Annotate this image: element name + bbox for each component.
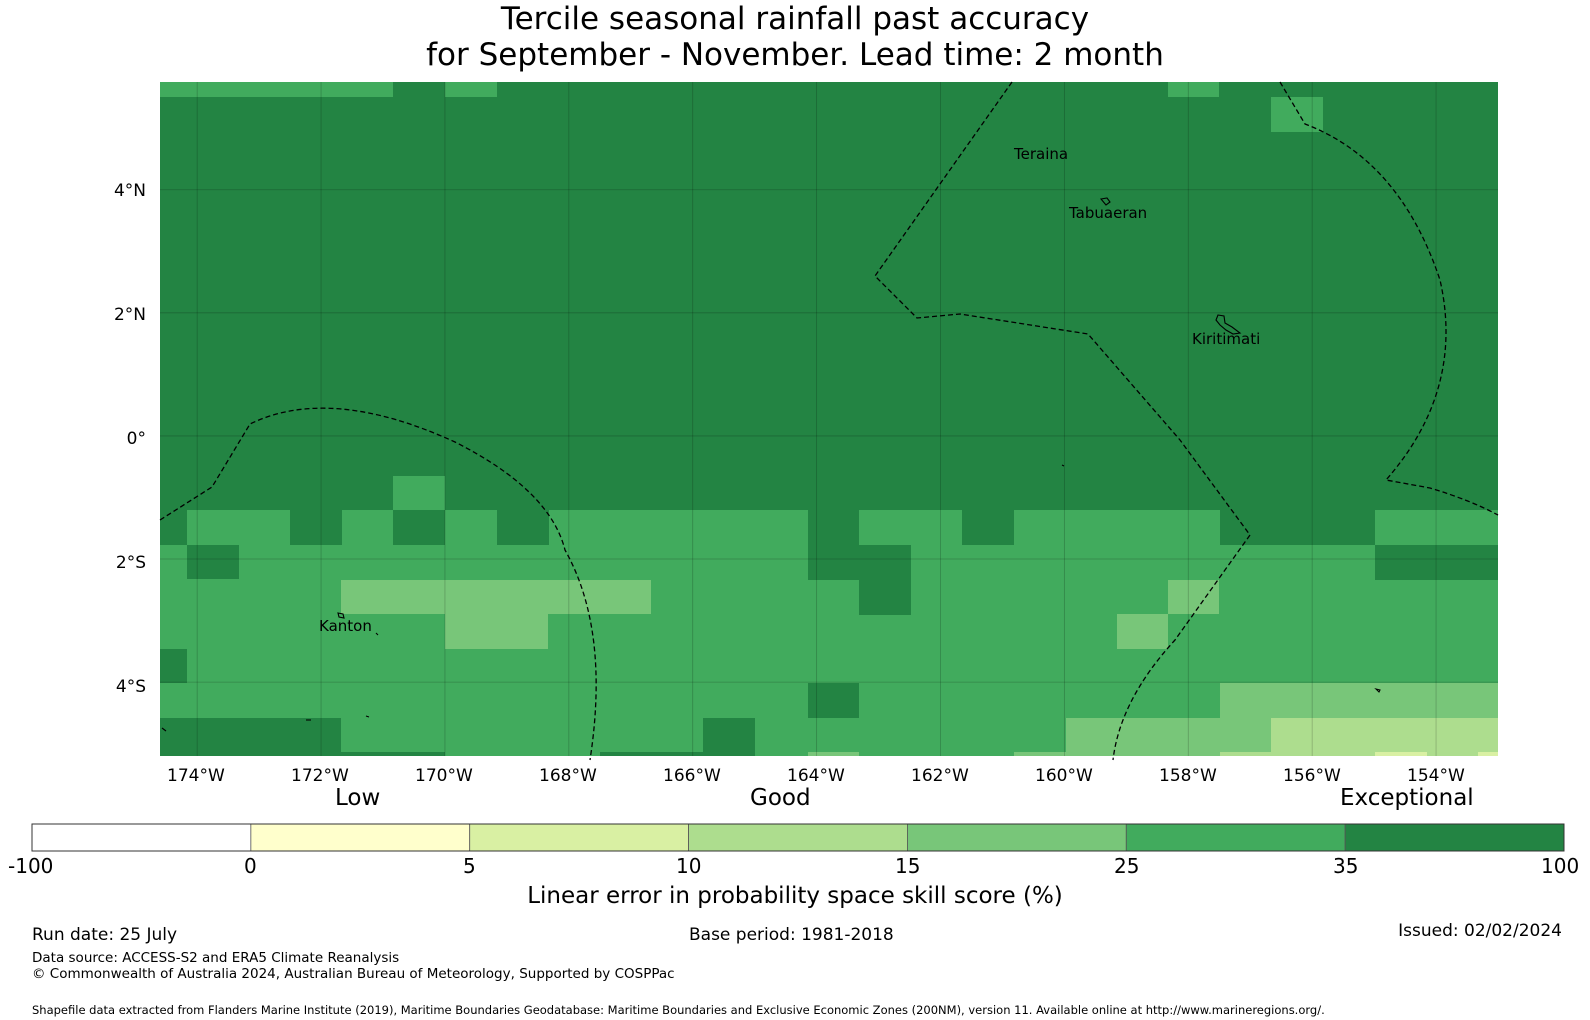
grid-cell-exceptional	[600, 752, 703, 756]
grid-cell-good	[445, 614, 548, 649]
colorbar-tick-25: 25	[1114, 854, 1140, 878]
place-label-teraina: Teraina	[1014, 145, 1069, 163]
grid-cell-exceptional	[859, 545, 911, 615]
copyright-notice: © Commonwealth of Australia 2024, Austra…	[32, 966, 675, 982]
lon-tick-174w: 174°W	[167, 766, 225, 786]
colorbar-tick-100: 100	[1541, 854, 1580, 878]
colorbar-bin	[1344, 823, 1565, 852]
grid-cell-exceptional	[1220, 510, 1375, 545]
lon-tick-158w: 158°W	[1159, 766, 1217, 786]
island-kanton	[337, 612, 345, 619]
graticule-lines	[160, 82, 1498, 756]
colorbar-tick-0: 0	[244, 854, 257, 878]
place-label-tabuaeran: Tabuaeran	[1069, 204, 1148, 222]
lon-tick-156w: 156°W	[1283, 766, 1341, 786]
lat-tick-2n: 2°N	[113, 305, 146, 325]
lat-tick-0: 0°	[126, 429, 146, 449]
grid-cell-exceptional	[290, 510, 342, 545]
island-tabuaeran	[1099, 197, 1111, 206]
lon-tick-160w: 160°W	[1035, 766, 1093, 786]
eez-boundaries	[159, 81, 1499, 761]
colorbar-bin	[688, 823, 908, 852]
eez-boundary-kanton	[159, 407, 597, 761]
data-source: Data source: ACCESS-S2 and ERA5 Climate …	[32, 950, 400, 966]
run-date: Run date: 25 July	[32, 925, 178, 945]
island-kiritimati	[1215, 314, 1242, 335]
grid-cell-exceptional	[393, 510, 445, 545]
shapefile-credit: Shapefile data extracted from Flanders M…	[32, 1003, 1325, 1017]
legend-category-good: Good	[750, 785, 811, 811]
issued-date: Issued: 02/02/2024	[1398, 921, 1562, 941]
colorbar-tick-minus100: -100	[8, 854, 54, 878]
lon-tick-170w: 170°W	[415, 766, 473, 786]
eez-boundary-line-islands-west	[874, 81, 1251, 761]
island-small-4	[1374, 687, 1381, 693]
grid-cell-good	[1168, 580, 1219, 614]
chart-title-line2: for September - November. Lead time: 2 m…	[426, 37, 1164, 73]
island-small-5	[1061, 464, 1065, 467]
grid-cell-good_high	[445, 82, 497, 97]
legend-category-low: Low	[335, 785, 381, 811]
colorbar-frame	[31, 823, 1565, 852]
colorbar-title: Linear error in probability space skill …	[527, 883, 1063, 909]
lon-tick-166w: 166°W	[663, 766, 721, 786]
grid-cell-low	[1478, 752, 1498, 756]
grid-cell-good	[808, 752, 859, 756]
lon-tick-154w: 154°W	[1407, 766, 1465, 786]
colorbar-tick-15: 15	[895, 854, 921, 878]
grid-cell-good_high	[1168, 82, 1219, 97]
grid-cell-exceptional	[808, 510, 859, 580]
grid-cell-exceptional	[808, 683, 859, 718]
grid-cell-good_high	[393, 476, 445, 510]
colorbar-tick-5: 5	[463, 854, 476, 878]
colorbar-bin	[250, 823, 471, 852]
grid-cell-exceptional	[497, 510, 549, 545]
island-small-6	[161, 727, 167, 732]
place-label-kiritimati: Kiritimati	[1192, 330, 1261, 348]
legend-category-exceptional: Exceptional	[1340, 785, 1474, 811]
colorbar-bin	[1125, 823, 1346, 852]
grid-cell-exceptional	[341, 752, 445, 756]
chart-title-line1: Tercile seasonal rainfall past accuracy	[500, 1, 1090, 37]
base-period: Base period: 1981-2018	[689, 925, 894, 945]
colorbar	[31, 823, 1565, 852]
grid-cell-exceptional	[160, 649, 187, 683]
colorbar-bin	[907, 823, 1127, 852]
grid-cell-good_high	[160, 82, 393, 97]
place-label-kanton: Kanton	[319, 617, 372, 635]
colorbar-tick-10: 10	[676, 854, 702, 878]
grid-cell-low_high	[1271, 718, 1498, 756]
lon-tick-162w: 162°W	[911, 766, 969, 786]
grid-cell-good_high	[1271, 97, 1323, 132]
island-outlines	[161, 197, 1381, 732]
grid-cell-low	[1375, 752, 1427, 756]
grid-cell-good	[1220, 683, 1498, 718]
grid-cell-good	[1014, 752, 1066, 756]
lon-tick-164w: 164°W	[787, 766, 845, 786]
island-small-3	[365, 715, 370, 718]
grid-cell-exceptional	[160, 718, 341, 756]
lat-tick-4n: 4°N	[113, 181, 146, 201]
colorbar-bin	[31, 823, 252, 852]
lat-tick-4s: 4°S	[115, 677, 146, 697]
colorbar-tick-35: 35	[1333, 854, 1359, 878]
lon-tick-172w: 172°W	[291, 766, 349, 786]
grid-cell-exceptional	[160, 510, 187, 545]
grid-cell-good	[341, 580, 651, 614]
grid-cell-exceptional	[1375, 545, 1498, 580]
lat-tick-2s: 2°S	[115, 553, 146, 573]
grid-cell-exceptional	[703, 718, 755, 756]
lon-tick-168w: 168°W	[539, 766, 597, 786]
grid-cell-exceptional	[962, 510, 1014, 545]
grid-cell-low_high	[1220, 752, 1271, 756]
skill-grid	[160, 82, 1498, 756]
grid-cell-exceptional	[187, 545, 239, 579]
colorbar-bin	[469, 823, 689, 852]
island-small-1	[375, 632, 379, 636]
grid-cell-good	[1117, 614, 1168, 649]
